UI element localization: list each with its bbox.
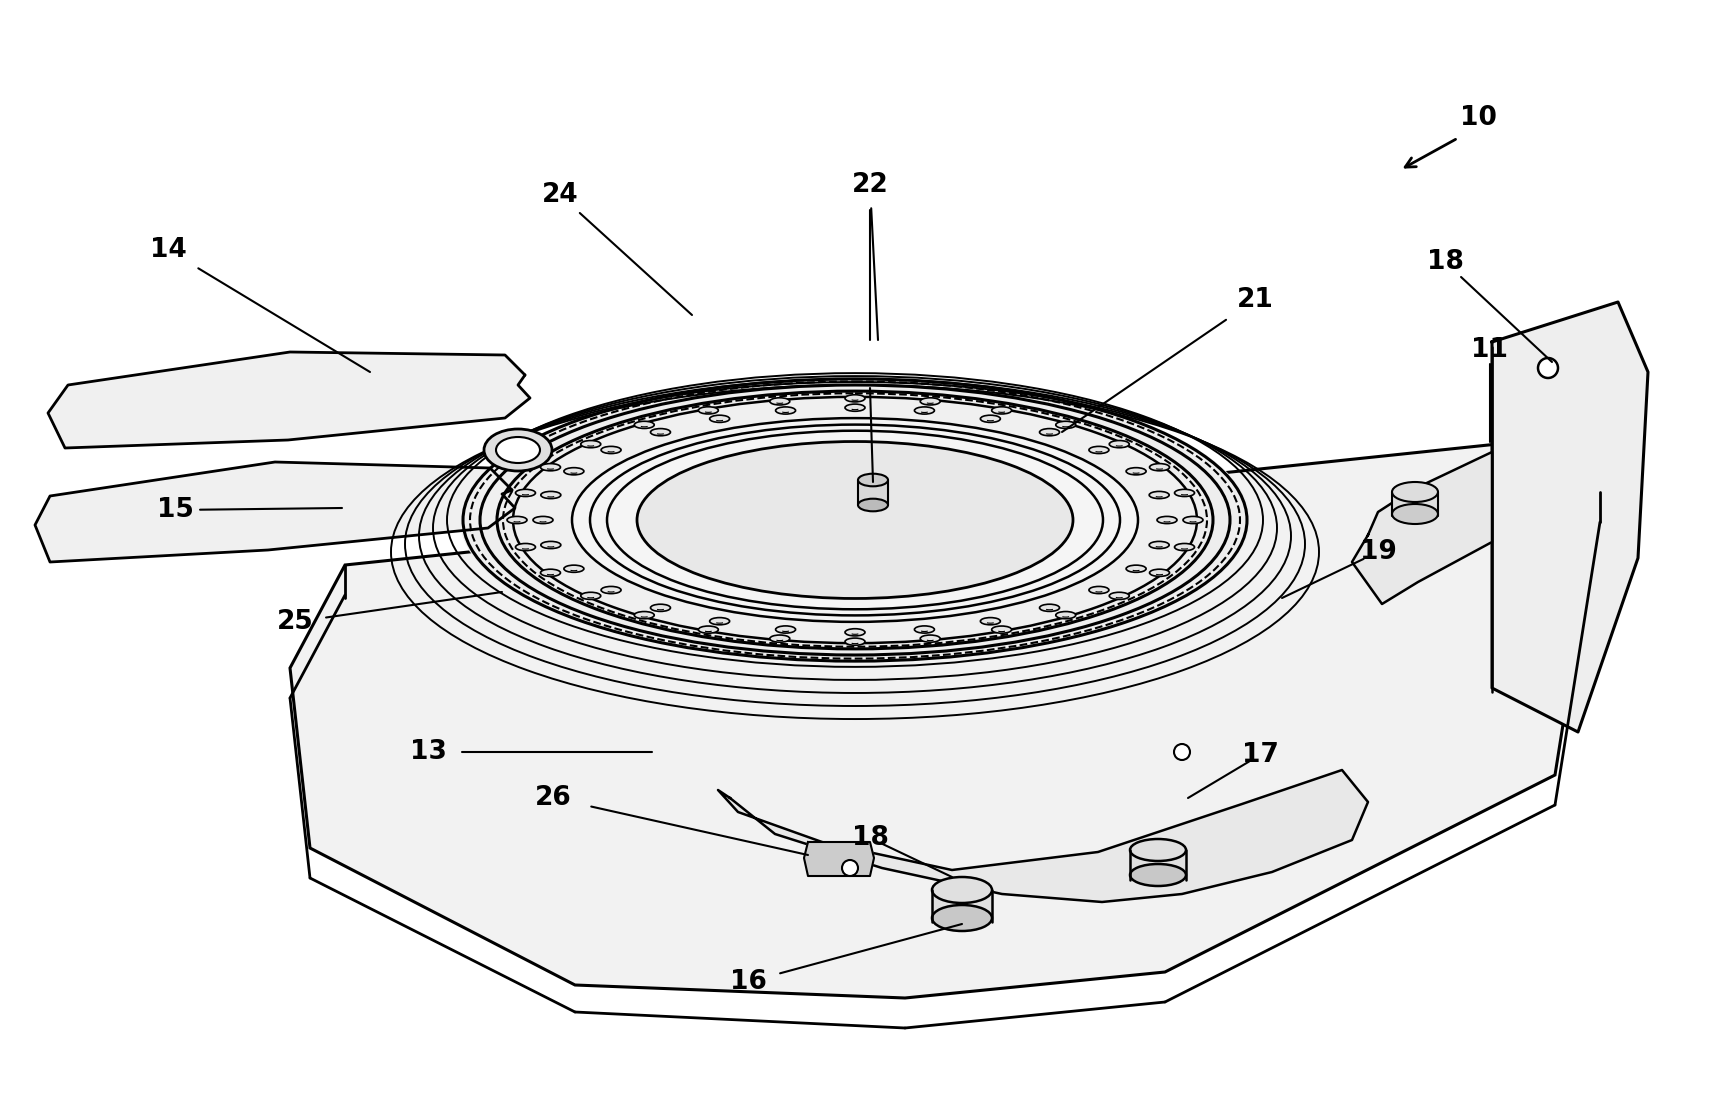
Ellipse shape [932, 905, 991, 931]
Ellipse shape [1393, 482, 1438, 502]
Ellipse shape [569, 418, 1140, 622]
Ellipse shape [1149, 491, 1169, 499]
Ellipse shape [858, 499, 887, 511]
Ellipse shape [1088, 587, 1109, 593]
Circle shape [843, 860, 858, 875]
Ellipse shape [1088, 447, 1109, 453]
Ellipse shape [1149, 463, 1169, 471]
Ellipse shape [699, 407, 718, 414]
Ellipse shape [709, 416, 730, 422]
Ellipse shape [1040, 604, 1059, 611]
Ellipse shape [1130, 839, 1187, 861]
Polygon shape [804, 842, 874, 875]
Ellipse shape [920, 635, 939, 642]
Ellipse shape [600, 447, 621, 453]
Ellipse shape [1109, 592, 1130, 600]
Ellipse shape [1126, 468, 1145, 474]
Ellipse shape [844, 638, 865, 645]
Polygon shape [1130, 850, 1187, 878]
Ellipse shape [915, 625, 934, 633]
Text: 25: 25 [277, 609, 313, 635]
Text: 19: 19 [1360, 539, 1396, 565]
Ellipse shape [460, 378, 1251, 662]
Text: 21: 21 [1237, 287, 1273, 313]
Ellipse shape [516, 398, 1195, 642]
Ellipse shape [920, 398, 939, 406]
Ellipse shape [541, 491, 561, 499]
Ellipse shape [541, 541, 561, 549]
Ellipse shape [516, 543, 536, 551]
Ellipse shape [770, 635, 791, 642]
Ellipse shape [844, 629, 865, 635]
Ellipse shape [1183, 517, 1202, 523]
Ellipse shape [564, 468, 585, 474]
Text: 15: 15 [156, 497, 194, 523]
Ellipse shape [540, 569, 561, 577]
Ellipse shape [1175, 543, 1194, 551]
Ellipse shape [709, 618, 730, 624]
Ellipse shape [497, 437, 540, 463]
Ellipse shape [981, 416, 1000, 422]
Ellipse shape [991, 625, 1012, 633]
Polygon shape [718, 770, 1368, 902]
Polygon shape [858, 480, 887, 506]
Text: 24: 24 [541, 182, 578, 208]
Text: 26: 26 [535, 785, 571, 811]
Ellipse shape [1175, 489, 1194, 497]
Ellipse shape [1149, 541, 1169, 549]
Ellipse shape [1040, 429, 1059, 436]
Ellipse shape [1055, 421, 1076, 429]
Ellipse shape [844, 404, 865, 411]
Ellipse shape [635, 421, 654, 429]
Text: 16: 16 [730, 969, 766, 995]
Ellipse shape [699, 625, 718, 633]
Ellipse shape [540, 463, 561, 471]
Ellipse shape [507, 517, 528, 523]
Text: 18: 18 [1427, 249, 1464, 276]
Ellipse shape [637, 441, 1073, 599]
Polygon shape [48, 352, 529, 448]
Text: 13: 13 [410, 739, 446, 765]
Ellipse shape [770, 398, 791, 406]
Polygon shape [1353, 452, 1491, 604]
Ellipse shape [1157, 517, 1176, 523]
Ellipse shape [1393, 504, 1438, 524]
Text: 10: 10 [1460, 106, 1496, 131]
Polygon shape [1491, 302, 1649, 732]
Ellipse shape [1149, 569, 1169, 577]
Ellipse shape [650, 429, 671, 436]
Ellipse shape [991, 407, 1012, 414]
Ellipse shape [981, 618, 1000, 624]
Ellipse shape [1109, 441, 1130, 448]
Text: 22: 22 [851, 172, 889, 198]
Polygon shape [1393, 492, 1438, 516]
Ellipse shape [775, 625, 796, 633]
Ellipse shape [516, 489, 536, 497]
Ellipse shape [635, 611, 654, 619]
Ellipse shape [775, 407, 796, 414]
Polygon shape [35, 462, 516, 562]
Text: 17: 17 [1242, 742, 1278, 768]
Text: 11: 11 [1472, 337, 1509, 363]
Ellipse shape [533, 517, 554, 523]
Ellipse shape [844, 394, 865, 402]
Ellipse shape [915, 407, 934, 414]
Polygon shape [291, 438, 1600, 998]
Text: 14: 14 [149, 237, 187, 263]
Ellipse shape [484, 429, 552, 471]
Ellipse shape [1055, 611, 1076, 619]
Text: 18: 18 [851, 825, 889, 851]
Ellipse shape [564, 565, 585, 572]
Circle shape [1175, 744, 1190, 760]
Ellipse shape [858, 473, 887, 487]
Polygon shape [932, 890, 991, 920]
Ellipse shape [1130, 864, 1187, 885]
Circle shape [1538, 358, 1559, 378]
Ellipse shape [581, 592, 600, 600]
Ellipse shape [932, 877, 991, 903]
Ellipse shape [650, 604, 671, 611]
Ellipse shape [581, 441, 600, 448]
Ellipse shape [1126, 565, 1145, 572]
Ellipse shape [600, 587, 621, 593]
